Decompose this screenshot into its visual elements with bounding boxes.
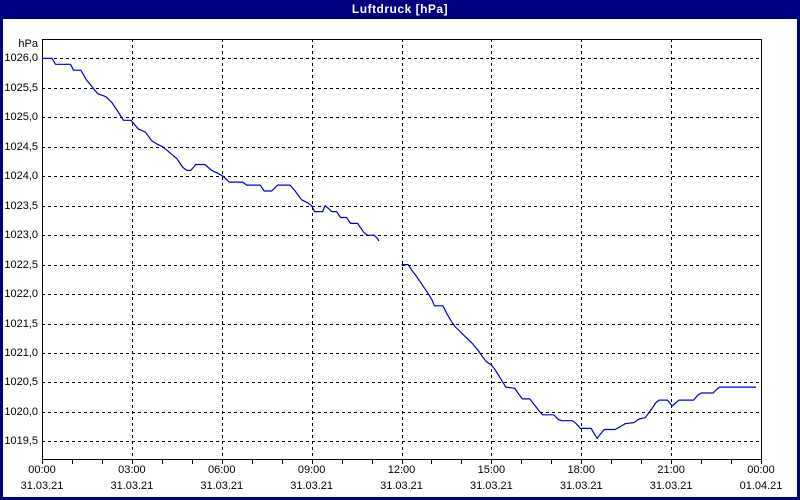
y-axis-tick-label: 1024,0 bbox=[4, 170, 38, 183]
chart-panel bbox=[3, 19, 797, 497]
y-axis-tick-label: 1022,5 bbox=[4, 258, 38, 271]
y-axis-tick-label: 1025,0 bbox=[4, 111, 38, 124]
x-axis-date-label: 31.03.21 bbox=[290, 480, 334, 492]
x-axis-time-label: 18:00 bbox=[567, 464, 596, 476]
x-axis-date-label: 31.03.21 bbox=[559, 480, 603, 492]
y-axis-tick-label: 1022,0 bbox=[4, 288, 38, 301]
x-axis-time-label: 09:00 bbox=[297, 464, 326, 476]
y-axis-tick-label: 1023,0 bbox=[4, 229, 38, 242]
plot-frame bbox=[42, 39, 762, 460]
pressure-series-line bbox=[401, 264, 756, 439]
y-axis-tick-label: 1024,5 bbox=[4, 140, 38, 153]
y-axis-tick-label: 1020,0 bbox=[4, 405, 38, 418]
x-axis-time-label: 21:00 bbox=[657, 464, 685, 476]
x-axis-date-label: 31.03.21 bbox=[380, 480, 423, 492]
x-axis-time-label: 06:00 bbox=[207, 464, 236, 476]
y-axis-tick-label: 1023,5 bbox=[4, 199, 38, 212]
x-axis-date-label: 01.04.21 bbox=[739, 480, 783, 492]
x-axis-time-label: 12:00 bbox=[387, 464, 416, 476]
y-axis-tick-label: 1019,5 bbox=[4, 435, 38, 448]
y-axis-tick-label: 1025,5 bbox=[4, 81, 38, 94]
y-axis-tick-label: 1026,0 bbox=[4, 52, 38, 65]
x-axis-date-label: 31.03.21 bbox=[649, 480, 693, 492]
y-axis-tick-label: 1021,0 bbox=[4, 346, 38, 359]
y-axis-tick-label: 1020,5 bbox=[4, 376, 38, 389]
x-axis-time-label: 03:00 bbox=[118, 464, 146, 476]
x-axis-time-label: 15:00 bbox=[477, 464, 506, 476]
window-title: Luftdruck [hPa] bbox=[351, 2, 449, 16]
x-axis-date-label: 31.03.21 bbox=[110, 480, 154, 492]
y-axis-tick-label: 1021,5 bbox=[4, 317, 38, 330]
y-axis-unit-label: hPa bbox=[18, 38, 38, 50]
window-titlebar: Luftdruck [hPa] bbox=[0, 0, 800, 19]
x-axis-date-label: 31.03.21 bbox=[469, 480, 513, 492]
pressure-series-line bbox=[42, 57, 380, 242]
x-axis-date-label: 31.03.21 bbox=[20, 480, 64, 492]
x-axis-date-label: 31.03.21 bbox=[200, 480, 244, 492]
x-axis-time-label: 00:00 bbox=[747, 464, 775, 476]
x-axis-time-label: 00:00 bbox=[28, 464, 56, 476]
